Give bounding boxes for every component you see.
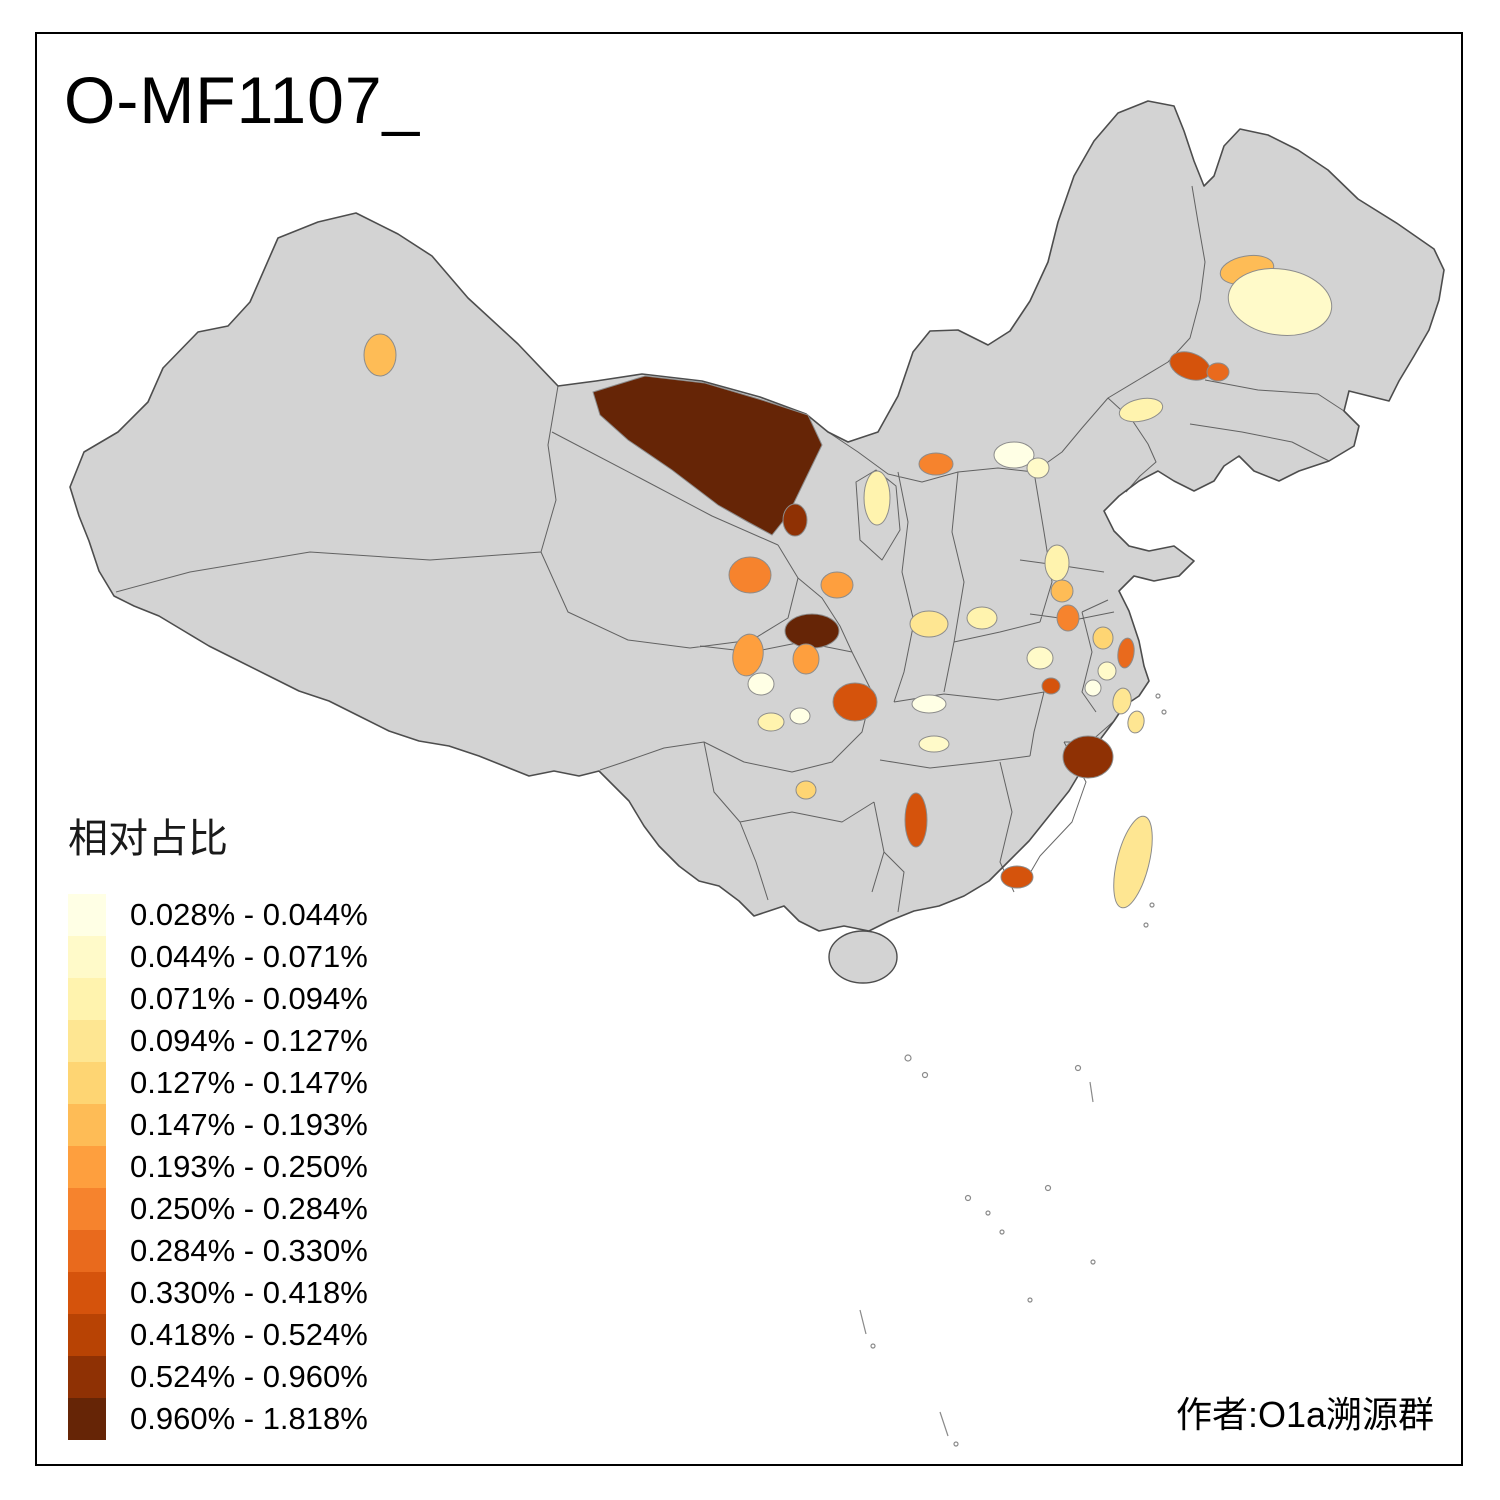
legend-item: 0.044% - 0.071%: [68, 936, 368, 978]
map-region: [1118, 397, 1164, 423]
legend-swatch: [68, 1188, 106, 1230]
province-borders: [115, 185, 1345, 913]
legend-item: 0.127% - 0.147%: [68, 1062, 368, 1104]
hainan-island: [828, 930, 898, 984]
south-china-sea-islands: [859, 693, 1167, 1447]
map-region: [1227, 268, 1333, 336]
map-region: [792, 643, 820, 675]
map-region: [918, 735, 950, 753]
legend-label: 0.250% - 0.284%: [130, 1191, 368, 1226]
legend-label: 0.330% - 0.418%: [130, 1275, 368, 1310]
map-region: [1050, 579, 1074, 603]
legend-item: 0.330% - 0.418%: [68, 1272, 368, 1314]
map-region: [728, 556, 772, 594]
legend-title: 相对占比: [68, 817, 228, 861]
legend-swatch: [68, 1314, 106, 1356]
legend-item: 0.094% - 0.127%: [68, 1020, 368, 1062]
legend-item: 0.028% - 0.044%: [68, 894, 368, 936]
legend-label: 0.284% - 0.330%: [130, 1233, 368, 1268]
legend-swatch: [68, 1230, 106, 1272]
map-region: [904, 792, 928, 848]
map-region: [1113, 815, 1153, 909]
map-region: [789, 707, 811, 725]
map-region: [909, 610, 949, 638]
legend-item: 0.960% - 1.818%: [68, 1398, 368, 1440]
map-region: [1092, 626, 1114, 650]
legend-label: 0.193% - 0.250%: [130, 1149, 368, 1184]
map-region: [363, 333, 397, 377]
map-region: [832, 682, 878, 722]
map-region: [732, 633, 764, 677]
map-region: [1062, 735, 1114, 779]
map-region: [1026, 457, 1050, 479]
legend-swatch: [68, 1398, 106, 1440]
legend-swatch: [68, 1020, 106, 1062]
map-region: [1097, 661, 1117, 681]
legend-label: 0.127% - 0.147%: [130, 1065, 368, 1100]
legend-swatch: [68, 1104, 106, 1146]
legend-items: 0.028% - 0.044% 0.044% - 0.071% 0.071% - 0…: [68, 894, 368, 1440]
legend-item: 0.147% - 0.193%: [68, 1104, 368, 1146]
legend-label: 0.418% - 0.524%: [130, 1317, 368, 1352]
map-region: [747, 672, 775, 696]
legend-label: 0.071% - 0.094%: [130, 981, 368, 1016]
legend-swatch: [68, 1146, 106, 1188]
map-region: [966, 606, 998, 630]
map-region: [795, 780, 817, 800]
legend-item: 0.250% - 0.284%: [68, 1188, 368, 1230]
map-region: [1026, 646, 1054, 670]
map-region: [1112, 687, 1132, 715]
legend-swatch: [68, 936, 106, 978]
legend-swatch: [68, 1272, 106, 1314]
page-title: O-MF1107_: [64, 63, 421, 137]
map-region: [993, 441, 1035, 469]
legend-label: 0.028% - 0.044%: [130, 897, 368, 932]
legend-label: 0.044% - 0.071%: [130, 939, 368, 974]
map-region: [1044, 544, 1070, 582]
legend-item: 0.524% - 0.960%: [68, 1356, 368, 1398]
map-region: [1041, 677, 1061, 695]
map-region: [1000, 865, 1034, 889]
map-region: [1056, 604, 1080, 632]
legend-item: 0.284% - 0.330%: [68, 1230, 368, 1272]
map-region: [1206, 362, 1230, 382]
legend-swatch: [68, 894, 106, 936]
legend-label: 0.147% - 0.193%: [130, 1107, 368, 1142]
legend-swatch: [68, 1062, 106, 1104]
legend-swatch: [68, 978, 106, 1020]
legend-swatch: [68, 1356, 106, 1398]
legend: 相对占比 0.028% - 0.044% 0.044% - 0.071% 0.071…: [68, 806, 368, 1440]
map-region: [911, 694, 947, 714]
author-credit: 作者:O1a溯源群: [1175, 1394, 1434, 1435]
map-region: [820, 571, 854, 599]
map-region: [757, 712, 785, 732]
legend-item: 0.071% - 0.094%: [68, 978, 368, 1020]
legend-item: 0.418% - 0.524%: [68, 1314, 368, 1356]
map-region: [1084, 679, 1102, 697]
map-region: [1117, 637, 1135, 669]
legend-label: 0.094% - 0.127%: [130, 1023, 368, 1058]
map-region: [782, 503, 808, 537]
map-region: [918, 452, 954, 476]
map-region: [863, 470, 891, 526]
map-region: [784, 613, 840, 649]
highlighted-regions: [363, 254, 1333, 909]
map-region: [1127, 710, 1145, 734]
legend-item: 0.193% - 0.250%: [68, 1146, 368, 1188]
legend-label: 0.524% - 0.960%: [130, 1359, 368, 1394]
legend-label: 0.960% - 1.818%: [130, 1401, 368, 1436]
